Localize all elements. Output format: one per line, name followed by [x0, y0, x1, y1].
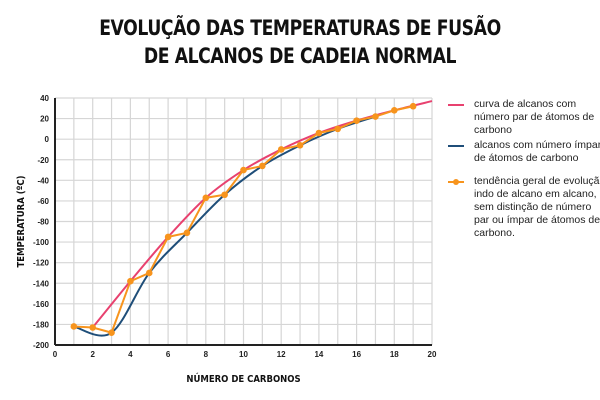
legend-item-even: curva de alcanos com número par de átomo…	[448, 98, 600, 137]
data-point	[353, 117, 360, 124]
y-tick-label: -120	[33, 259, 50, 268]
x-tick-label: 0	[53, 350, 58, 359]
y-tick-label: -80	[37, 218, 49, 227]
data-point	[259, 162, 266, 170]
y-tick-label: -200	[33, 341, 50, 350]
x-axis-label: NÚMERO DE CARBONOS	[186, 372, 300, 385]
y-tick-label: -100	[33, 238, 50, 247]
y-tick-label: -140	[33, 279, 50, 288]
data-point	[145, 269, 153, 277]
x-tick-label: 20	[428, 350, 437, 359]
x-tick-label: 2	[90, 350, 95, 359]
data-point	[296, 142, 304, 149]
legend-label: alcanos com número ímpar de átomos de ca…	[474, 139, 600, 164]
data-point	[277, 146, 285, 153]
y-tick-label: 20	[40, 115, 49, 124]
legend-label: curva de alcanos com número par de átomo…	[474, 98, 595, 136]
title-line: DE ALCANOS DE CADEIA NORMAL	[143, 44, 457, 68]
legend-item-trend: tendência geral de evolução, indo de alc…	[448, 175, 600, 240]
data-point	[127, 277, 134, 285]
data-point	[164, 233, 172, 241]
x-tick-label: 6	[166, 350, 171, 359]
x-tick-label: 8	[204, 350, 209, 359]
x-tick-label: 10	[239, 350, 248, 359]
data-point	[391, 107, 398, 114]
data-point	[221, 191, 228, 199]
legend-swatch	[448, 179, 464, 185]
legend-swatch	[448, 145, 464, 147]
chart-title: EVOLUÇÃO DAS TEMPERATURAS DE FUSÃO DE AL…	[54, 14, 546, 70]
data-point	[240, 166, 247, 174]
y-axis-label: TEMPERATURA (ºC)	[15, 175, 27, 267]
x-tick-label: 18	[390, 350, 399, 359]
legend-item-odd: alcanos com número ímpar de átomos de ca…	[448, 139, 600, 165]
data-point	[334, 125, 342, 133]
legend-swatch	[448, 104, 464, 106]
x-tick-label: 14	[314, 350, 323, 359]
y-tick-label: 40	[40, 94, 49, 103]
data-point	[409, 102, 417, 110]
x-tick-label: 12	[277, 350, 286, 359]
y-tick-label: -40	[37, 176, 49, 185]
data-point	[183, 229, 191, 237]
y-tick-label: -60	[37, 197, 49, 206]
y-tick-label: -160	[33, 300, 50, 309]
data-point	[70, 323, 78, 330]
legend-label: tendência geral de evolução, indo de alc…	[474, 175, 600, 239]
title-line: EVOLUÇÃO DAS TEMPERATURAS DE FUSÃO	[99, 16, 501, 40]
y-tick-label: -20	[37, 156, 49, 165]
data-point	[372, 113, 379, 120]
data-point	[108, 329, 115, 336]
data-point	[315, 129, 323, 137]
y-tick-label: -180	[33, 320, 50, 329]
y-tick-label: 0	[45, 135, 50, 144]
x-tick-label: 16	[352, 350, 361, 359]
data-point	[202, 194, 210, 202]
x-tick-label: 4	[128, 350, 133, 359]
data-point	[89, 324, 96, 331]
